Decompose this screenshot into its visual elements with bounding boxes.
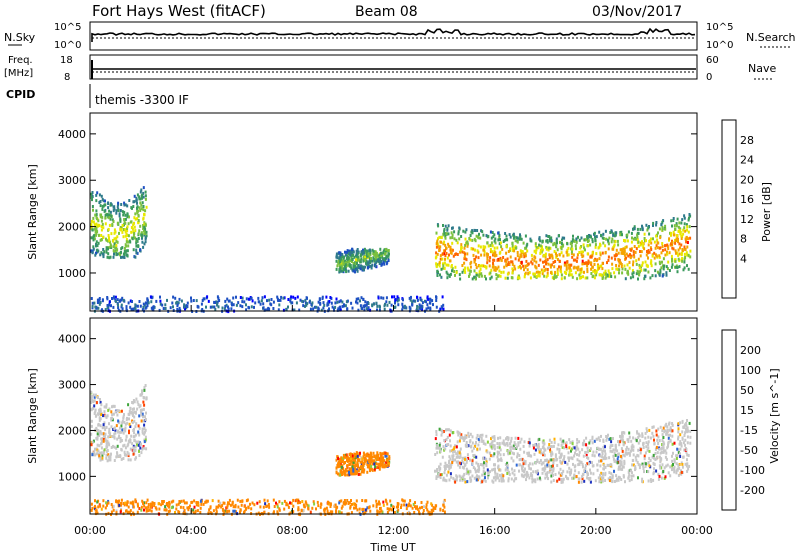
colorbar-tick-label: 28 xyxy=(740,134,754,147)
xtick-label: 20:00 xyxy=(580,524,612,537)
ytick-label: 4000 xyxy=(58,333,86,346)
power-colorbar: 28 24 20 16 12 8 4 xyxy=(721,119,754,299)
colorbar-tick-label: 16 xyxy=(740,193,754,206)
echo-region-ground-scatter xyxy=(90,498,446,517)
ytick-label: 4000 xyxy=(58,128,86,141)
nsky-label: N.Sky xyxy=(4,31,36,44)
velocity-panel: 4000 3000 2000 1000 Slant Range [km] xyxy=(26,317,698,517)
nave-tick-top: 60 xyxy=(706,55,719,66)
xtick-label: 08:00 xyxy=(276,524,308,537)
echo-region-main-band xyxy=(434,419,692,484)
ytick-label: 1000 xyxy=(58,470,86,483)
nsky-tick-top: 10^5 xyxy=(54,22,81,33)
beam-label: Beam 08 xyxy=(355,4,418,20)
colorbar-tick-label: 24 xyxy=(740,154,754,167)
velocity-colorbar-label: Velocity [m s^-1] xyxy=(768,368,781,463)
colorbar-tick-label: -100 xyxy=(740,464,765,477)
date-label: 03/Nov/2017 xyxy=(592,4,682,20)
time-axis-label: Time UT xyxy=(369,541,415,554)
cpid-label: CPID xyxy=(6,88,35,101)
colorbar-tick-label: -50 xyxy=(740,444,758,457)
ytick-label: 3000 xyxy=(58,174,86,187)
freq-tick-bottom: 8 xyxy=(64,72,70,83)
colorbar-tick-label: 12 xyxy=(740,213,754,226)
colorbar-tick-label: 4 xyxy=(740,252,747,265)
xtick-label: 00:00 xyxy=(681,524,713,537)
colorbar-tick-label: 200 xyxy=(740,344,761,357)
power-panel: 4000 3000 2000 1000 Slant Range [km] xyxy=(26,112,698,314)
echo-region-ground-scatter xyxy=(90,295,445,314)
echo-region-early-echo xyxy=(90,384,148,463)
echo-region-early-echo xyxy=(90,186,148,260)
echo-region-midday-echo xyxy=(335,451,391,477)
colorbar-tick-label: 100 xyxy=(740,364,761,377)
cpid-value: themis -3300 IF xyxy=(95,93,189,107)
nsky-trace xyxy=(91,27,696,42)
nsky-tick-bottom: 10^0 xyxy=(54,40,81,51)
colorbar-tick-label: -200 xyxy=(740,484,765,497)
velocity-ylabel: Slant Range [km] xyxy=(26,368,39,464)
ytick-label: 1000 xyxy=(58,267,86,280)
ytick-label: 3000 xyxy=(58,379,86,392)
nsky-panel xyxy=(89,21,698,51)
nsearch-label: N.Search xyxy=(746,31,796,44)
power-ylabel: Slant Range [km] xyxy=(26,164,39,260)
nsearch-tick-top: 10^5 xyxy=(706,22,733,33)
ytick-label: 2000 xyxy=(58,221,86,234)
echo-region-midday-echo xyxy=(335,247,390,274)
xtick-label: 04:00 xyxy=(175,524,207,537)
power-colorbar-label: Power [dB] xyxy=(760,182,773,242)
echo-region-main-band xyxy=(434,213,692,281)
nsearch-tick-bottom: 10^0 xyxy=(706,40,733,51)
nave-tick-bottom: 0 xyxy=(706,72,712,83)
freq-tick-top: 18 xyxy=(60,55,73,66)
freq-unit: [MHz] xyxy=(4,68,33,79)
nave-label: Nave xyxy=(748,62,776,75)
colorbar-tick-label: 20 xyxy=(740,173,754,186)
ytick-label: 2000 xyxy=(58,424,86,437)
xtick-label: 16:00 xyxy=(479,524,511,537)
colorbar-tick-label: 50 xyxy=(740,384,754,397)
colorbar-tick-label: 15 xyxy=(740,404,754,417)
freq-panel xyxy=(89,54,698,80)
xtick-label: 00:00 xyxy=(74,524,106,537)
time-axis: 00:00 04:00 08:00 12:00 16:00 20:00 00:00 xyxy=(74,305,713,537)
xtick-label: 12:00 xyxy=(378,524,410,537)
colorbar-tick-label: -15 xyxy=(740,424,758,437)
freq-label: Freq. xyxy=(8,55,33,66)
colorbar-tick-label: 8 xyxy=(740,233,747,246)
velocity-colorbar: 200 100 50 15 -15 -50 -100 -200 xyxy=(721,329,765,511)
station-title: Fort Hays West (fitACF) xyxy=(92,2,266,20)
